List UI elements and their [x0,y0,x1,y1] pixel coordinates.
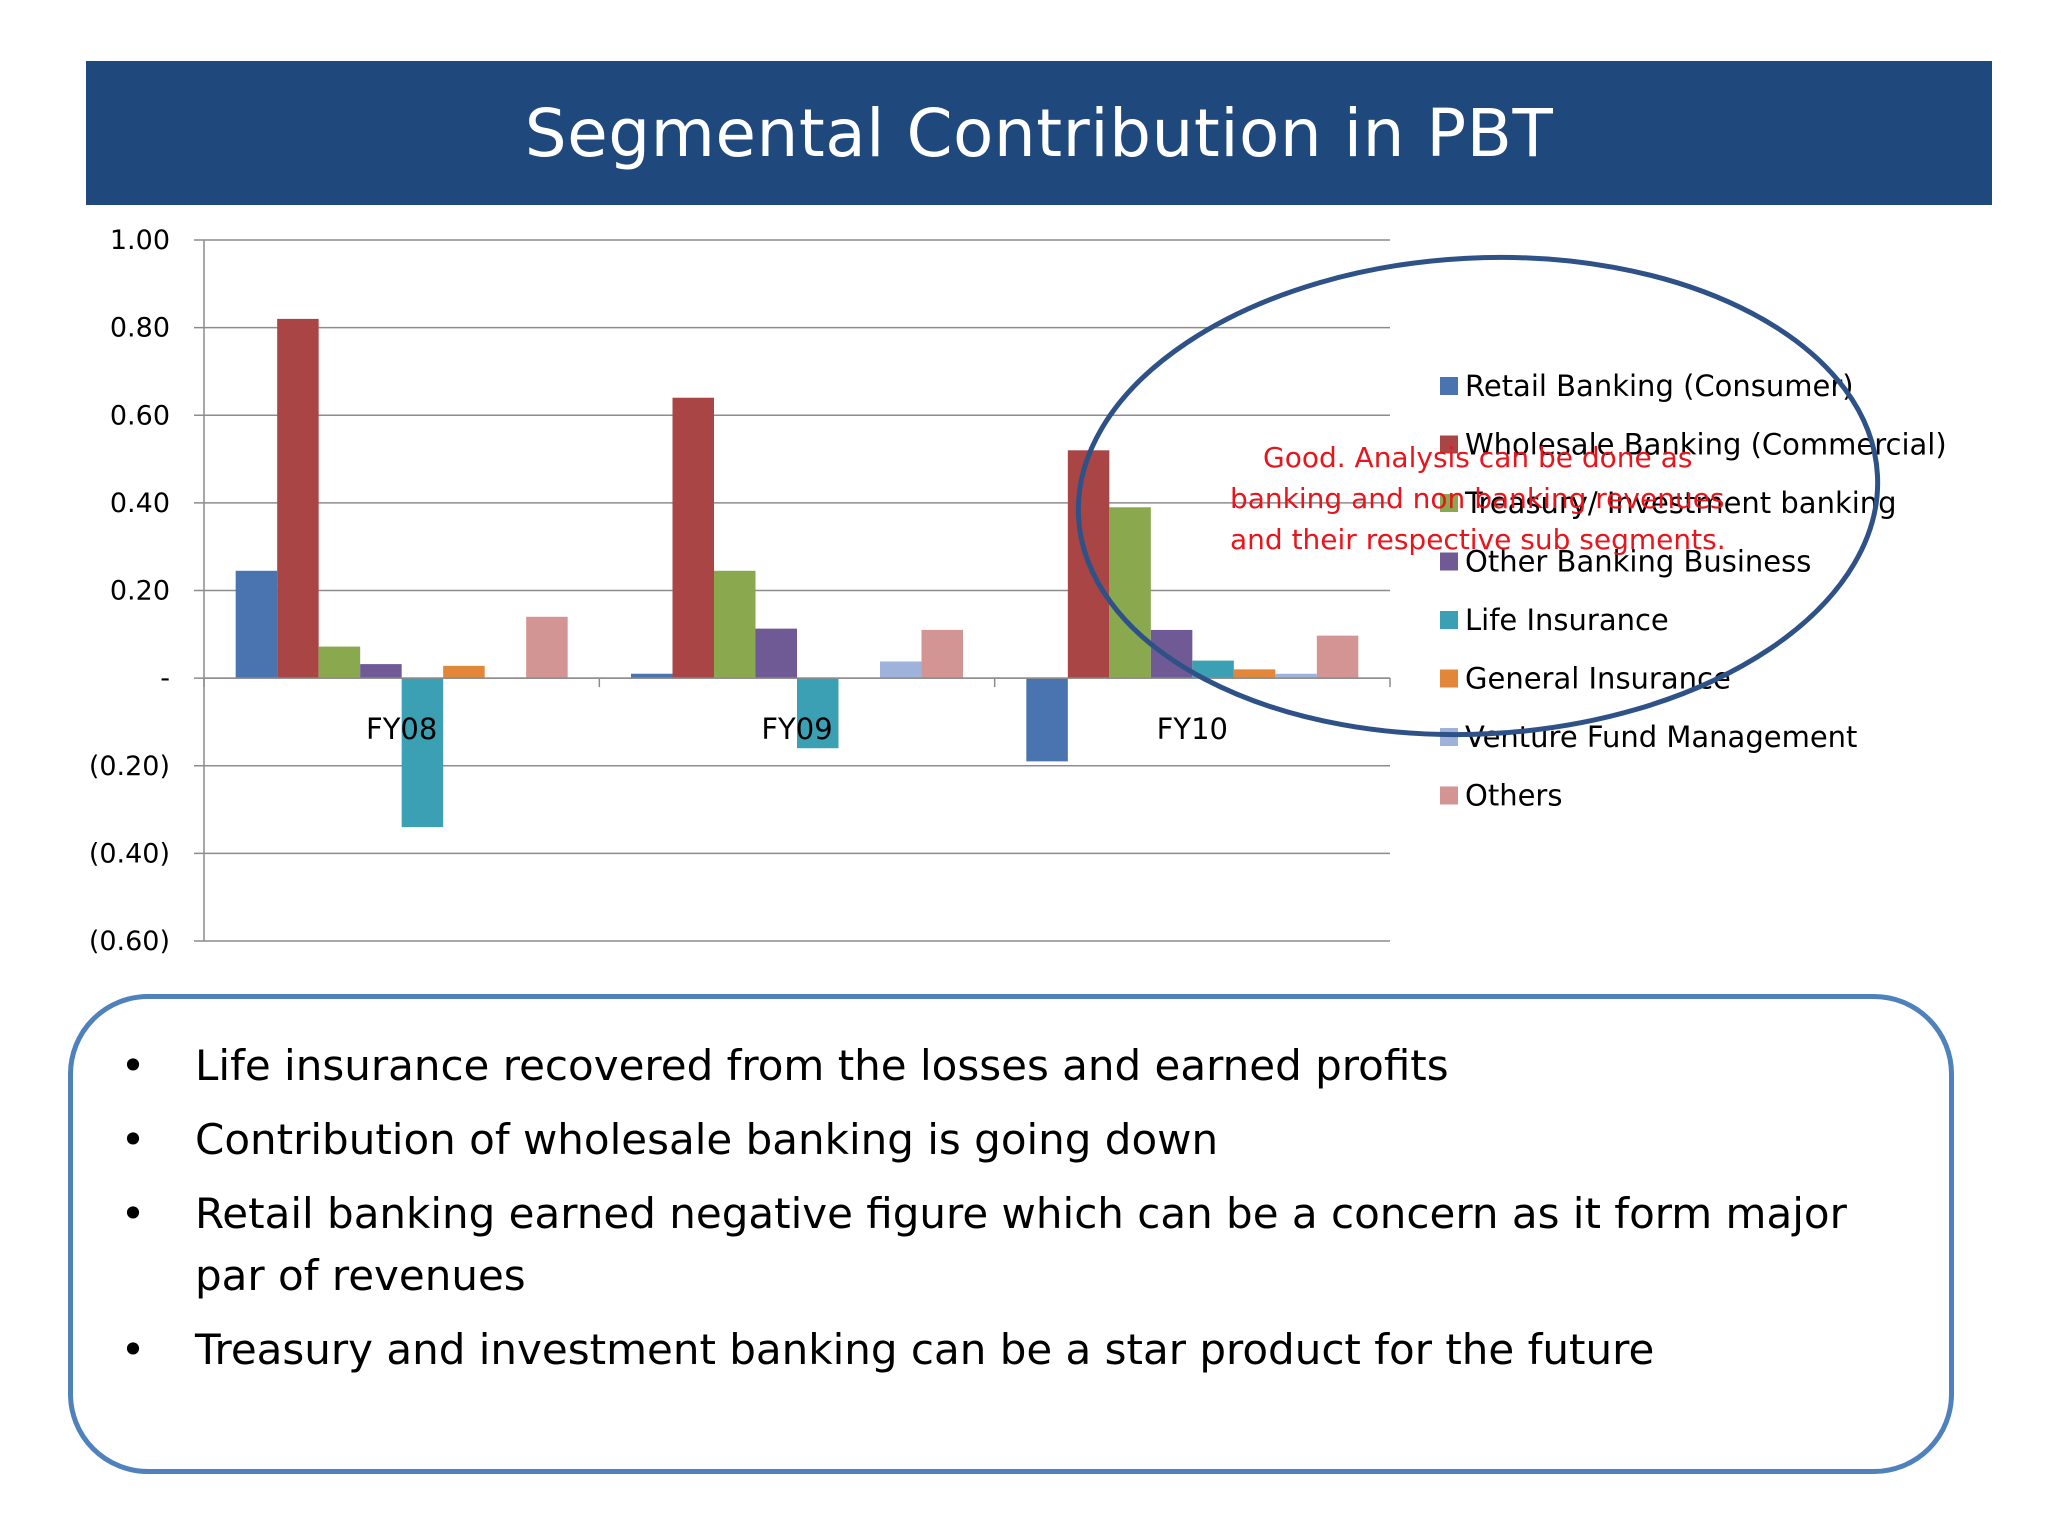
annotation-text-line: banking and non banking revenues [1230,482,1725,515]
bullet-glyph: • [120,1115,146,1164]
y-tick-label: - [160,663,170,694]
bar [1316,635,1359,679]
y-tick-label: 0.80 [110,313,170,344]
legend-swatch [1440,669,1458,688]
bar [1026,678,1068,762]
annotation-ellipse [1075,254,1881,738]
chart-legend: Retail Banking (Consumer)Wholesale Banki… [1440,369,1947,813]
legend-label: Life Insurance [1465,603,1669,637]
legend-swatch [1440,786,1458,805]
summary-bullet-text: Life insurance recovered from the losses… [195,1041,1449,1090]
bar [921,629,963,679]
y-tick-label: (0.20) [89,751,170,782]
y-tick-label: 1.00 [110,225,170,256]
legend-swatch [1440,611,1458,629]
legend-label: Treasury/ Investment banking [1464,486,1897,520]
bar [443,665,485,679]
bar [631,673,673,679]
bar [360,664,402,679]
pbt-bar-chart: 1.00 0.80 0.60 0.40 0.20 - (0.20) (0.40) (0.60) F… [89,225,1947,957]
annotation-text-line: and their respective sub segments. [1230,523,1726,556]
summary-list: • Life insurance recovered from the losse… [73,1035,1949,1393]
x-tick-label: FY08 [366,712,437,746]
summary-bullet: • Treasury and investment banking can be … [73,1319,1949,1381]
bar [277,318,319,679]
title-bar: Segmental Contribution in PBT [86,61,1992,205]
chart-bars [235,318,1359,828]
summary-bullet-text: Contribution of wholesale banking is goi… [195,1115,1219,1164]
bar [1192,660,1234,679]
y-tick-label: (0.40) [89,838,170,869]
y-tick-label: 0.20 [110,576,170,607]
bar [797,678,839,749]
summary-bullet-text: Retail banking earned negative figure wh… [195,1189,1847,1300]
legend-swatch [1440,377,1458,395]
bullet-glyph: • [120,1189,146,1238]
chart-axes: 1.00 0.80 0.60 0.40 0.20 - (0.20) (0.40) (0.60) F… [89,225,1391,957]
summary-bullet: • Life insurance recovered from the losse… [73,1035,1949,1097]
bullet-glyph: • [120,1041,146,1090]
chart-grid [194,239,1390,942]
bar [755,628,797,679]
bar [526,616,568,679]
bar [401,678,444,828]
legend-swatch [1440,494,1458,512]
legend-label: Others [1465,779,1562,813]
summary-box: • Life insurance recovered from the losse… [68,994,1954,1474]
x-tick-label: FY09 [761,712,832,746]
legend-swatch [1440,435,1458,454]
y-tick-label: 0.60 [110,400,170,431]
bar [318,646,361,679]
bullet-glyph: • [120,1325,146,1374]
summary-bullet-text: Treasury and investment banking can be a… [195,1325,1655,1374]
legend-label: Venture Fund Management [1465,720,1857,754]
legend-swatch [1440,552,1458,571]
bar [672,397,714,679]
bar [1233,669,1276,679]
annotation-text-line: Good. Analysis can be done as [1263,441,1692,474]
bar [1109,507,1151,679]
bar [714,570,756,679]
review-annotation: Good. Analysis can be done as banking and… [1075,254,1881,738]
bar [1275,673,1317,679]
y-tick-label: 0.40 [110,488,170,519]
slide-title: Segmental Contribution in PBT [524,94,1554,172]
legend-label: Retail Banking (Consumer) [1465,369,1854,403]
summary-bullet: • Retail banking earned negative figure w… [73,1183,1949,1307]
bar [235,570,278,679]
legend-label: Other Banking Business [1465,545,1811,579]
summary-bullet: • Contribution of wholesale banking is go… [73,1109,1949,1171]
x-tick-label: FY10 [1157,712,1228,746]
y-tick-label: (0.60) [89,926,170,957]
bar [880,661,922,679]
